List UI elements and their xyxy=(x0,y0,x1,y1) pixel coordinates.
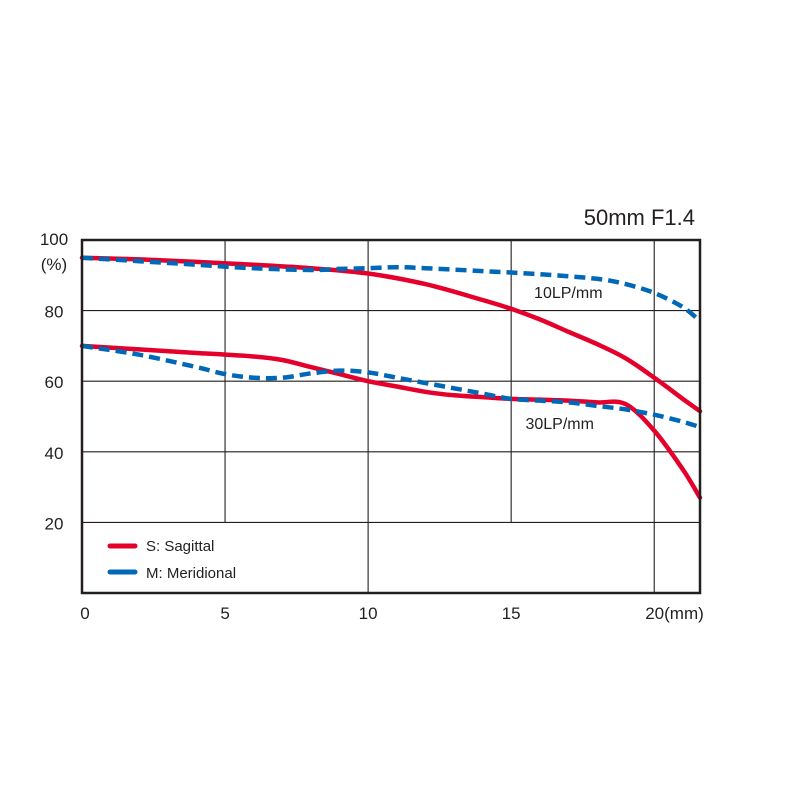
x-tick-label-5: 5 xyxy=(220,604,229,623)
y-tick-label-40: 40 xyxy=(45,444,64,463)
legend-meridional-label: M: Meridional xyxy=(146,565,236,582)
legend: S: Sagittal M: Meridional xyxy=(107,538,236,582)
y-tick-label-80: 80 xyxy=(45,303,64,322)
chart-title: 50mm F1.4 xyxy=(584,205,695,230)
y-unit-label: (%) xyxy=(41,255,67,274)
y-tick-labels: 20 40 60 80 100 xyxy=(40,230,68,533)
sagittal-10lp-mm-line xyxy=(79,255,703,414)
x-tick-labels: 0 5 10 15 20(mm) xyxy=(80,604,704,623)
y-tick-label-60: 60 xyxy=(45,373,64,392)
grid-lines xyxy=(82,240,700,593)
sagittal-30lp-mm-line xyxy=(79,343,703,500)
legend-sagittal-label: S: Sagittal xyxy=(146,538,214,555)
annotation-10lp-mm: 10LP/mm xyxy=(534,285,602,302)
meridional-30lp-mm-line xyxy=(81,343,701,430)
meridional-10lp-mm-line xyxy=(81,255,702,323)
y-tick-label-100: 100 xyxy=(40,230,68,249)
series-lines xyxy=(79,255,703,500)
x-tick-label-0: 0 xyxy=(80,604,89,623)
x-tick-label-20: 20(mm) xyxy=(645,604,704,623)
x-tick-label-10: 10 xyxy=(359,604,378,623)
x-tick-label-15: 15 xyxy=(502,604,521,623)
plot-frame xyxy=(80,238,702,595)
annotation-30lp-mm: 30LP/mm xyxy=(525,416,593,433)
y-tick-label-20: 20 xyxy=(45,514,64,533)
annotations: 10LP/mm 30LP/mm xyxy=(525,285,602,433)
